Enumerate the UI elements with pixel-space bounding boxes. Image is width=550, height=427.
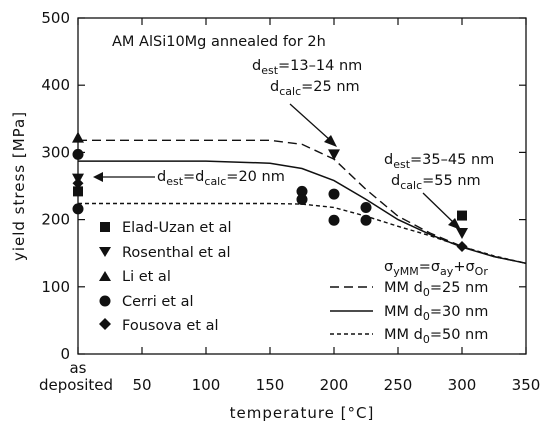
point-square bbox=[457, 210, 467, 221]
legend-label-fousova: Fousova et al bbox=[122, 318, 219, 334]
y-tick-label: 500 bbox=[41, 9, 70, 27]
x-axis-title: temperature [°C] bbox=[230, 404, 375, 422]
model-curve-mm-d0=50-nm bbox=[78, 202, 527, 264]
point-circle bbox=[296, 193, 308, 205]
point-square bbox=[73, 186, 83, 197]
x-tick-label: as bbox=[69, 359, 86, 377]
point-circle bbox=[328, 188, 340, 200]
y-tick-label: 400 bbox=[41, 76, 70, 94]
legend-triangle-up-marker bbox=[99, 271, 111, 281]
point-circle bbox=[360, 214, 372, 226]
legend-markers bbox=[99, 222, 111, 330]
point-circle bbox=[72, 148, 84, 160]
data-points bbox=[72, 131, 468, 252]
legend-label-rosenthal: Rosenthal et al bbox=[122, 245, 231, 261]
legend-header-sigma-formula: σyMM=σay+σOr bbox=[384, 259, 488, 278]
legend-label-li: Li et al bbox=[122, 269, 171, 285]
legend-square-marker bbox=[100, 222, 110, 232]
y-tick-label: 100 bbox=[41, 278, 70, 296]
point-circle bbox=[72, 203, 84, 215]
chart-title: AM AlSi10Mg annealed for 2h bbox=[112, 34, 326, 50]
x-tick-label: 100 bbox=[192, 376, 221, 394]
x-tick-label: 200 bbox=[320, 376, 349, 394]
annotation-arrow-right bbox=[422, 192, 455, 224]
annotation-dest-13-14: dest=13–14 nm bbox=[252, 58, 362, 77]
annotation-dest-dcalc-20: dest=dcalc=20 nm bbox=[157, 169, 285, 188]
annotation-arrow-mid bbox=[289, 103, 331, 141]
y-tick-label: 0 bbox=[60, 345, 70, 363]
y-tick-label: 200 bbox=[41, 211, 70, 229]
point-triangle-up bbox=[72, 131, 84, 143]
point-diamond bbox=[72, 177, 84, 189]
x-tick-label: deposited bbox=[39, 376, 113, 394]
point-circle bbox=[328, 214, 340, 226]
legend-label-d0-25: MM d0=25 nm bbox=[384, 280, 488, 299]
x-tick-label: 250 bbox=[384, 376, 413, 394]
legend-diamond-marker bbox=[99, 318, 111, 330]
legend-label-cerri: Cerri et al bbox=[122, 294, 193, 310]
legend-label-d0-50: MM d0=50 nm bbox=[384, 327, 488, 346]
legend-circle-marker bbox=[99, 295, 111, 307]
point-triangle-down bbox=[328, 149, 340, 161]
x-tick-label: 300 bbox=[448, 376, 477, 394]
y-axis-title: yield stress [MPa] bbox=[10, 111, 28, 261]
annotation-dcalc-25: dcalc=25 nm bbox=[270, 79, 360, 98]
legend-label-d0-30: MM d0=30 nm bbox=[384, 304, 488, 323]
point-diamond bbox=[456, 240, 468, 252]
annotation-arrowhead-right bbox=[448, 218, 461, 230]
point-triangle-down bbox=[456, 228, 468, 240]
x-tick-label: 50 bbox=[132, 376, 151, 394]
point-circle bbox=[360, 202, 372, 214]
legend-triangle-down-marker bbox=[99, 247, 111, 257]
legend-label-elad-uzan: Elad-Uzan et al bbox=[122, 220, 232, 236]
x-tick-label: 350 bbox=[512, 376, 541, 394]
y-tick-label: 300 bbox=[41, 143, 70, 161]
x-tick-label: 150 bbox=[256, 376, 285, 394]
annotation-arrowhead-left bbox=[93, 172, 103, 182]
annotation-dest-35-45: dest=35–45 nm bbox=[384, 152, 494, 171]
point-circle bbox=[296, 185, 308, 197]
annotation-dcalc-55: dcalc=55 nm bbox=[391, 173, 481, 192]
model-curves bbox=[78, 139, 527, 265]
annotation-arrowhead-mid bbox=[324, 135, 337, 147]
